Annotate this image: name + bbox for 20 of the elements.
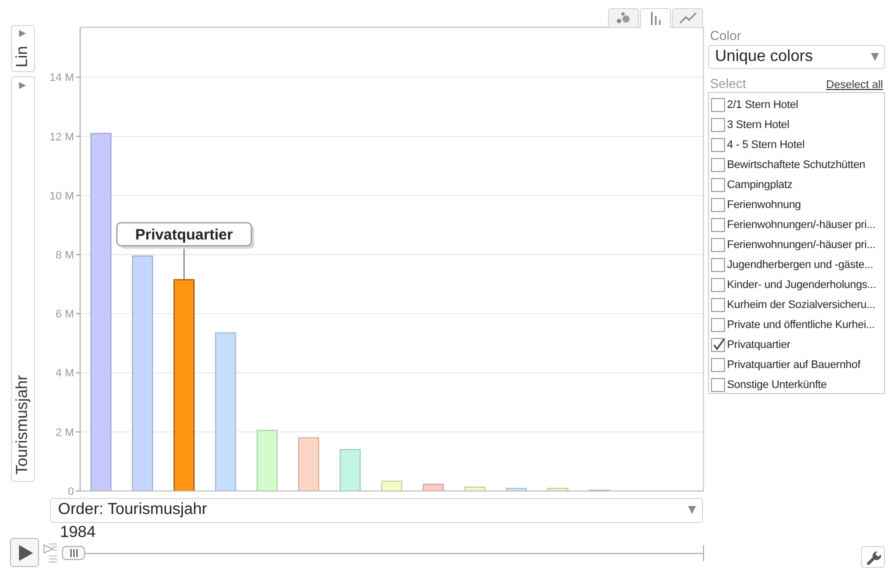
y-tick-label: 8 M bbox=[56, 249, 74, 262]
y-variable-selector: Tourismusjahr bbox=[11, 76, 35, 482]
y-tick-label: 14 M bbox=[50, 72, 74, 84]
text: Deselect all bbox=[826, 79, 883, 91]
y-tick-label: 4 M bbox=[56, 368, 74, 380]
y-tick-label: 6 M bbox=[56, 308, 74, 321]
y-tick-label: 0 bbox=[68, 486, 74, 498]
order-dropdown: Order: Tourismusjahr bbox=[50, 498, 703, 523]
x-axis-title: Order: Tourismusjahr bbox=[58, 501, 208, 518]
y-tick-label: 2 M bbox=[56, 426, 74, 439]
y-tick-label: 10 M bbox=[50, 190, 74, 202]
text: Color bbox=[710, 28, 742, 43]
text: Select bbox=[710, 76, 746, 91]
scale-selector: Lin bbox=[11, 25, 35, 72]
text: 1984 bbox=[60, 524, 96, 541]
text: Privatquartier bbox=[135, 226, 233, 244]
y-tick-label: 12 M bbox=[50, 131, 74, 144]
y-axis-title: Tourismusjahr bbox=[14, 375, 31, 475]
select-list: 2/1 Stern Hotel 3 Stern Hotel 4 - 5 Stern Hotel Bewirtschaftete Schutzhütten Campingplatz Ferienwohnung Ferienwohnungen/-häuser pri... Ferienwohnungen/-häuser pri... Jugendherbergen und -gäste... Kinder- und Jugenderholungs... Kurheim der Sozialversicheru... Private und öffentliche Kurhei... Privatquartier Privatquartier auf Bauernhof Sonstige Unterkünfte bbox=[708, 92, 885, 394]
color-dropdown: Unique colors bbox=[708, 45, 885, 69]
